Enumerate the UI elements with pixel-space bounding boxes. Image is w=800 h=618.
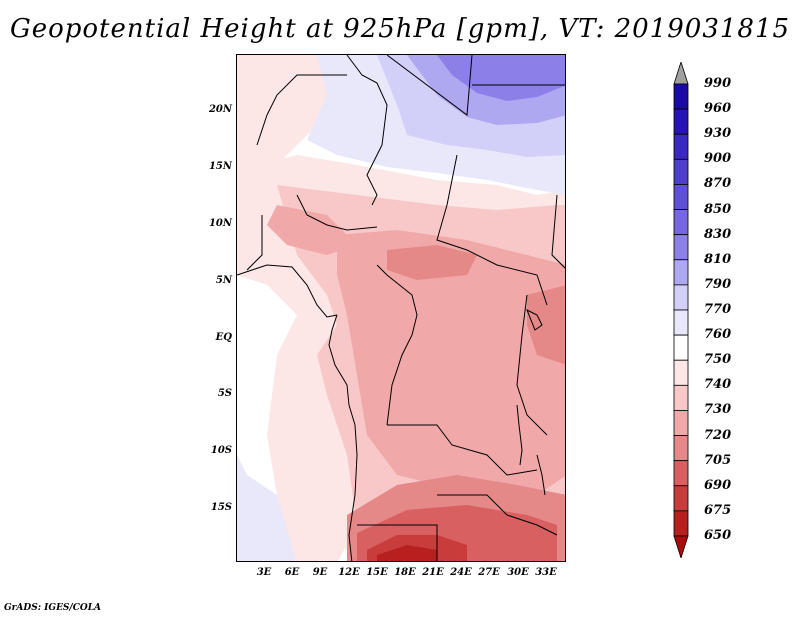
border-north-2 — [256, 74, 347, 146]
field-730-basin — [337, 230, 565, 495]
colorbar-box — [673, 158, 689, 185]
lat-label-20n: 20N — [208, 104, 232, 115]
border-central-1 — [436, 154, 548, 306]
colorbar-box — [673, 309, 689, 336]
map-title: Geopotential Height at 925hPa [gpm], VT:… — [9, 14, 791, 44]
border-west-africa-2 — [246, 215, 263, 271]
lon-label-30e: 30E — [507, 567, 529, 578]
colorbar-box — [673, 510, 689, 537]
border-east-africa — [551, 194, 565, 269]
colorbar-label: 790 — [704, 276, 732, 292]
colorbar-box — [673, 284, 689, 311]
colorbar-box — [673, 460, 689, 487]
lakes — [516, 308, 546, 496]
lon-label-6e: 6E — [284, 567, 300, 578]
colorbar-label: 960 — [704, 101, 732, 117]
lake-victoria — [526, 308, 543, 331]
field-720-east — [527, 285, 565, 365]
geopotential-field — [237, 55, 565, 561]
colorbar-box — [673, 435, 689, 462]
colorbar-label: 720 — [704, 427, 732, 443]
colorbar-label: 690 — [704, 477, 732, 493]
border-east — [516, 294, 548, 436]
colorbar-label: 900 — [704, 151, 732, 167]
colorbar-label: 770 — [704, 302, 732, 317]
colorbar-box — [673, 209, 689, 236]
lat-label-5n: 5N — [215, 275, 232, 286]
colorbar-box — [673, 384, 689, 411]
colorbar-label: 705 — [704, 452, 732, 468]
field-830 — [437, 55, 565, 101]
colorbar-boxes — [673, 62, 689, 558]
colorbar-top-arrow — [673, 62, 689, 85]
lat-label-eq: EQ — [215, 332, 232, 343]
colorbar-box — [673, 184, 689, 210]
colorbar-label: 730 — [704, 402, 732, 418]
lake-tanganyika — [516, 404, 523, 466]
lat-label-10s: 10S — [210, 445, 232, 456]
lon-label-9e: 9E — [312, 567, 328, 578]
colorbar-box — [673, 259, 689, 286]
colorbar-box — [673, 108, 689, 135]
colorbar-label: 675 — [704, 502, 732, 518]
colorbar-box — [673, 83, 689, 110]
coast-west — [328, 314, 356, 426]
lon-label-12e: 12E — [338, 567, 360, 578]
colorbar-label: 990 — [704, 76, 732, 91]
colorbar-label: 850 — [704, 201, 732, 217]
colorbar-box — [673, 133, 689, 160]
lat-label-15s: 15S — [210, 502, 232, 513]
border-west-africa — [296, 194, 378, 231]
border-congo-west — [376, 264, 418, 426]
map-panel — [236, 54, 566, 562]
lon-label-18e: 18E — [394, 567, 416, 578]
colorbar-box — [673, 234, 689, 261]
colorbar-label: 810 — [704, 251, 732, 267]
lon-label-3e: 3E — [256, 567, 272, 578]
border-south-2 — [357, 524, 438, 561]
colorbar-box — [673, 334, 689, 361]
coast-gulf — [237, 264, 338, 318]
border-north-1 — [346, 55, 388, 206]
colorbar-label: 750 — [704, 352, 732, 368]
border-north-3 — [386, 55, 473, 116]
lat-label-15n: 15N — [208, 161, 232, 172]
lon-label-24e: 24E — [450, 567, 472, 578]
borders — [237, 55, 565, 561]
lon-label-21e: 21E — [422, 567, 444, 578]
colorbar-label: 930 — [704, 126, 732, 142]
colorbar-box — [673, 359, 689, 386]
field-750-coast — [267, 355, 357, 561]
colorbar-label: 740 — [704, 377, 732, 393]
colorbar-label: 650 — [704, 528, 732, 543]
coast-southwest — [348, 424, 358, 561]
colorbar-label: 760 — [704, 327, 732, 343]
lat-label-5s: 5S — [217, 388, 232, 399]
lon-label-15e: 15E — [366, 567, 388, 578]
field-730-west — [267, 205, 357, 255]
colorbar-label: 830 — [704, 226, 732, 242]
colorbar-box — [673, 485, 689, 512]
lake-malawi — [536, 454, 546, 496]
border-south-1 — [437, 494, 558, 536]
colorbar-box — [673, 410, 689, 436]
lat-label-10n: 10N — [208, 218, 232, 229]
field-720-north — [387, 245, 477, 280]
colorbar-label: 870 — [704, 176, 732, 192]
field-760-ocean-south — [237, 385, 277, 495]
colorbar — [673, 62, 689, 558]
border-congo-south — [387, 424, 538, 476]
grads-credit: GrADS: IGES/COLA — [4, 603, 102, 613]
lon-label-27e: 27E — [478, 567, 500, 578]
field-675-south — [377, 545, 437, 561]
lon-label-33e: 33E — [535, 567, 557, 578]
colorbar-bottom-arrow — [673, 535, 689, 558]
